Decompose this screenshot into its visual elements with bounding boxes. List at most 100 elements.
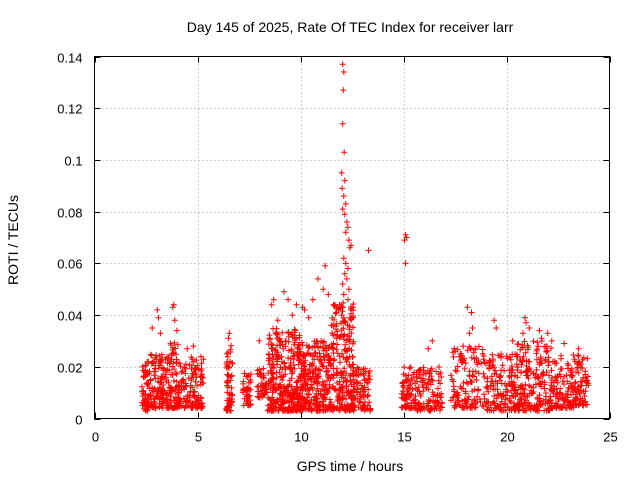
- data-point: [502, 400, 508, 407]
- data-point: [228, 384, 235, 391]
- data-point: [576, 390, 583, 397]
- data-point: [291, 337, 298, 344]
- data-point: [475, 370, 482, 377]
- data-point: [414, 378, 421, 385]
- data-point: [341, 211, 348, 218]
- data-point: [357, 370, 364, 377]
- data-point: [340, 325, 347, 332]
- data-point: [548, 345, 554, 352]
- data-point: [360, 372, 367, 379]
- data-point: [474, 361, 481, 368]
- data-point: [448, 397, 454, 404]
- data-point: [299, 339, 305, 346]
- data-point: [290, 356, 297, 363]
- data-point: [577, 364, 584, 371]
- data-point: [535, 375, 542, 382]
- data-point: [514, 405, 521, 412]
- data-point: [499, 407, 506, 414]
- data-point: [361, 376, 368, 383]
- data-point: [317, 367, 324, 374]
- data-point: [544, 399, 551, 406]
- data-point: [494, 380, 501, 387]
- data-point: [261, 390, 268, 397]
- data-point: [541, 385, 548, 392]
- data-point: [152, 362, 159, 369]
- data-point: [408, 375, 415, 382]
- data-point: [503, 386, 509, 393]
- data-point: [271, 347, 278, 354]
- data-point: [486, 365, 493, 371]
- data-point: [189, 403, 196, 410]
- data-point: [534, 346, 541, 353]
- x-axis-label: GPS time / hours: [297, 458, 404, 474]
- data-point: [569, 372, 576, 379]
- data-point: [178, 386, 185, 393]
- data-point: [577, 395, 584, 402]
- data-point: [139, 402, 146, 409]
- data-point: [321, 387, 328, 394]
- data-point: [498, 398, 505, 405]
- data-point: [528, 402, 535, 409]
- data-point: [522, 314, 528, 321]
- data-point: [197, 374, 204, 380]
- data-point: [157, 330, 164, 337]
- y-axis-label: ROTI / TECUs: [5, 195, 21, 285]
- data-point: [346, 244, 353, 251]
- data-point: [329, 330, 336, 337]
- data-point: [571, 358, 578, 365]
- data-point: [301, 352, 308, 359]
- data-point: [358, 406, 365, 413]
- data-point: [561, 340, 568, 347]
- data-point: [269, 370, 275, 377]
- data-point: [514, 341, 521, 348]
- y-tick-label: 0.02: [57, 361, 82, 376]
- data-point: [489, 378, 496, 385]
- data-point: [522, 349, 529, 356]
- data-point: [314, 402, 321, 408]
- data-point: [520, 385, 527, 392]
- data-point: [349, 406, 356, 412]
- data-point: [519, 341, 526, 348]
- data-point: [493, 395, 500, 402]
- data-point: [180, 376, 187, 383]
- data-point: [347, 373, 353, 379]
- data-point: [177, 363, 184, 370]
- data-point: [241, 370, 248, 377]
- data-point: [402, 260, 409, 267]
- data-point: [165, 355, 172, 362]
- data-point: [520, 344, 526, 351]
- data-point: [299, 402, 306, 409]
- data-point: [184, 345, 191, 352]
- data-point: [328, 372, 335, 379]
- data-point: [486, 362, 493, 369]
- data-point: [452, 348, 459, 355]
- data-point: [476, 343, 482, 350]
- data-point: [314, 385, 321, 392]
- data-point: [307, 400, 314, 407]
- data-point: [148, 396, 155, 403]
- data-point: [353, 380, 360, 387]
- data-point: [174, 341, 181, 348]
- data-point: [508, 378, 515, 385]
- data-point: [168, 350, 175, 357]
- data-point: [142, 362, 149, 369]
- data-point: [351, 402, 358, 409]
- data-point: [464, 304, 471, 311]
- data-point: [466, 373, 473, 380]
- data-point: [520, 353, 527, 360]
- data-point: [487, 358, 494, 365]
- data-point: [403, 378, 410, 385]
- data-point: [481, 374, 488, 380]
- data-point: [448, 372, 454, 379]
- data-point: [343, 337, 350, 344]
- data-point: [322, 345, 329, 352]
- data-point: [563, 372, 570, 379]
- x-tick-label: 20: [500, 430, 514, 445]
- data-point: [364, 393, 371, 400]
- data-point: [274, 349, 281, 356]
- data-point: [340, 354, 347, 361]
- data-point: [344, 224, 351, 231]
- data-point: [319, 362, 325, 368]
- data-point: [178, 369, 185, 376]
- data-point: [420, 400, 427, 407]
